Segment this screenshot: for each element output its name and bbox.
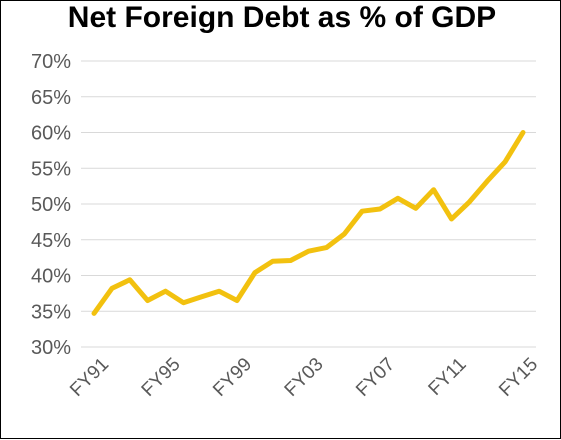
- x-tick-label: FY11: [425, 354, 471, 400]
- x-tick-label: FY03: [281, 354, 328, 401]
- chart-title: Net Foreign Debt as % of GDP: [68, 1, 496, 34]
- series-layer: [91, 130, 526, 316]
- y-tick-label: 60%: [31, 123, 71, 145]
- y-tick-label: 55%: [31, 158, 71, 180]
- x-axis-ticks: FY91 FY95 FY99 FY03 FY07 FY11 FY15: [66, 354, 542, 401]
- y-tick-label: 35%: [31, 301, 71, 323]
- gridlines: [81, 60, 536, 348]
- x-tick-label: FY91: [66, 354, 113, 401]
- series-line: [91, 130, 526, 316]
- x-tick-label: FY95: [138, 354, 185, 401]
- y-tick-label: 45%: [31, 230, 71, 252]
- y-tick-label: 50%: [31, 194, 71, 216]
- x-tick-label: FY99: [209, 354, 256, 401]
- x-tick-label: FY07: [352, 354, 399, 401]
- y-tick-label: 30%: [31, 337, 71, 359]
- y-axis-ticks: 70% 65% 60% 55% 50% 45% 40% 35% 30%: [31, 51, 71, 359]
- x-tick-label: FY15: [495, 354, 542, 401]
- y-tick-label: 70%: [31, 51, 71, 73]
- y-tick-label: 40%: [31, 266, 71, 288]
- y-tick-label: 65%: [31, 87, 71, 109]
